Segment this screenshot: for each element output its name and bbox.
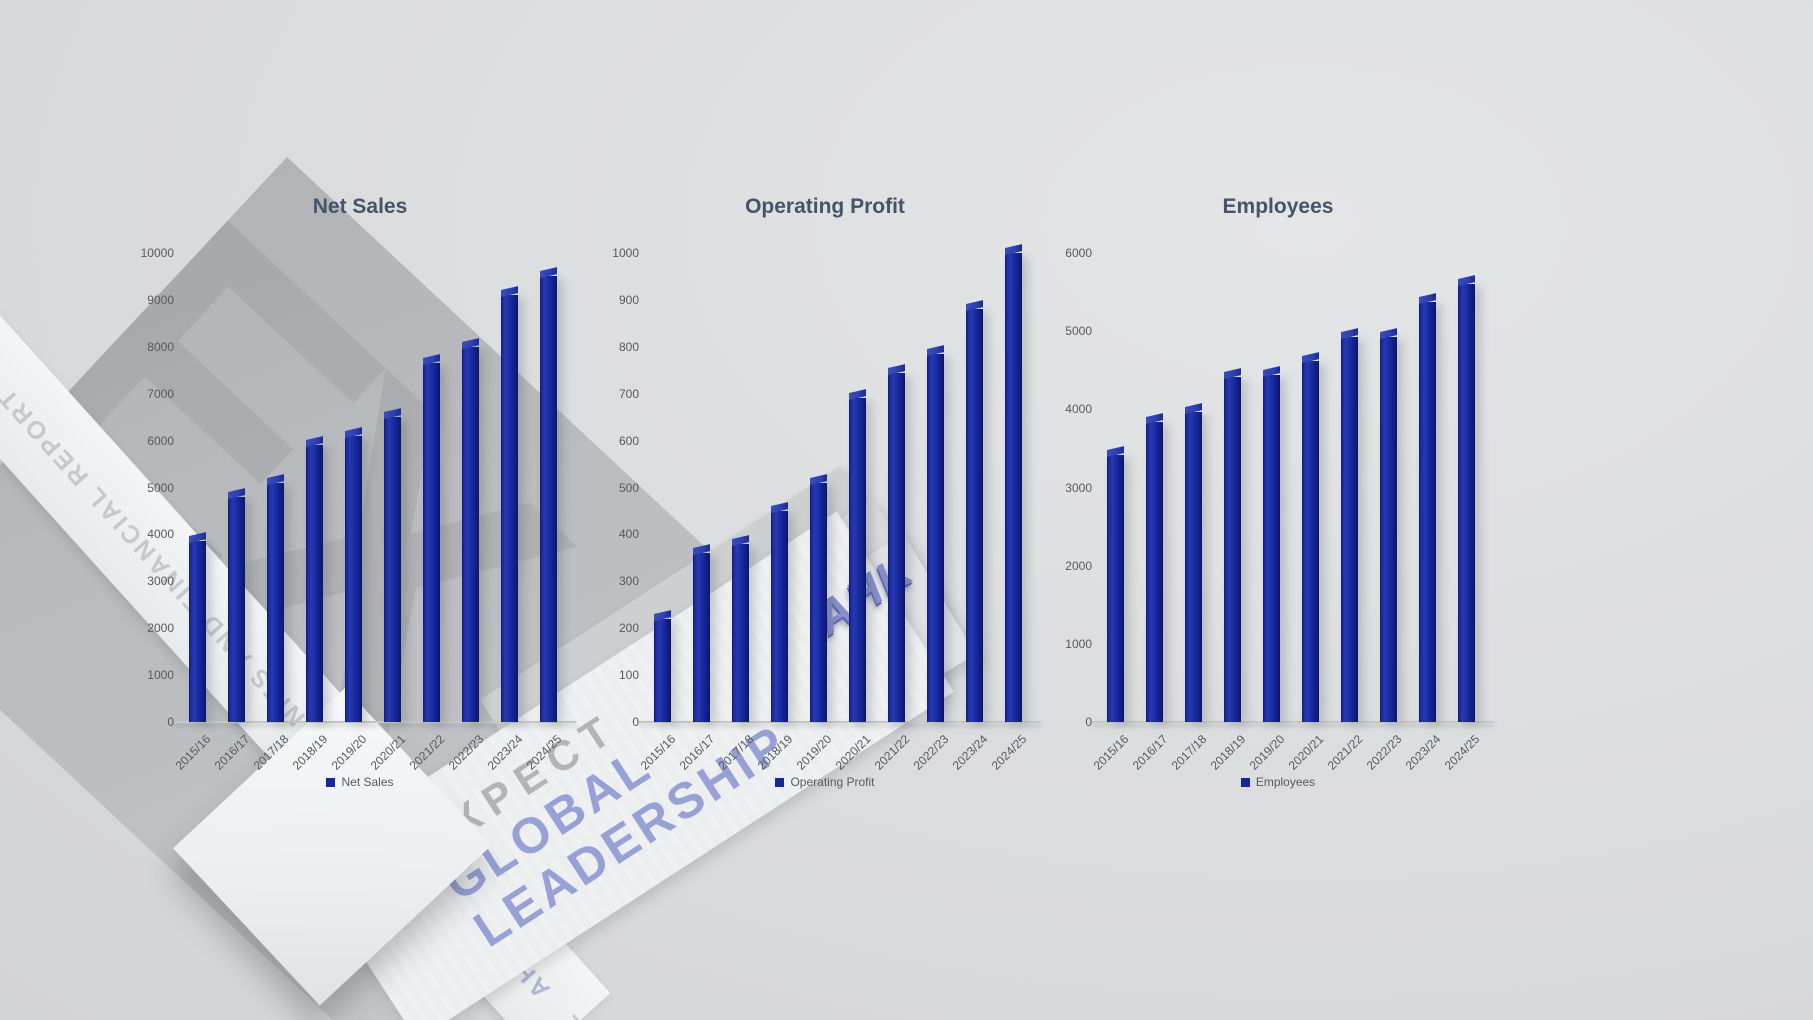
bar (693, 553, 710, 722)
bar (228, 496, 245, 722)
y-axis-tick-label: 300 (618, 574, 639, 589)
bar (1185, 412, 1202, 722)
chart-legend: Net Sales (130, 775, 590, 789)
bar (501, 295, 518, 722)
y-axis-tick-label: 2000 (147, 621, 174, 636)
y-axis-tick-label: 0 (167, 715, 174, 729)
y-axis-tick-label: 600 (618, 433, 639, 448)
chart-title: Employees (1222, 195, 1334, 218)
bar (189, 541, 206, 722)
y-axis-tick-label: 6000 (1065, 246, 1092, 260)
y-axis-tick-label: 1000 (612, 246, 639, 260)
chart-employees: Employees 0 1000 2000 3000 4000 5000 6000 2015/… (1048, 195, 1508, 820)
bar (423, 363, 440, 722)
y-axis-tick-label: 200 (618, 621, 639, 636)
bar (267, 482, 284, 722)
bar (966, 309, 983, 722)
bar (1263, 374, 1280, 722)
chart-legend: Employees (1048, 775, 1508, 789)
bar (1380, 337, 1397, 722)
chart-title: Net Sales (312, 195, 408, 218)
y-axis-tick-label: 2000 (1065, 558, 1092, 573)
bar (462, 346, 479, 722)
legend-label: Employees (1255, 775, 1316, 789)
bar (1224, 376, 1241, 722)
chart-plot: 0 1000 2000 3000 4000 5000 6000 2015/16 2016/17 2… (1048, 195, 1508, 820)
y-axis-tick-label: 9000 (147, 292, 174, 307)
bar (1005, 253, 1022, 722)
y-axis-tick-label: 4000 (147, 527, 174, 542)
y-axis-tick-label: 1000 (1065, 636, 1092, 651)
spine-text-prefix: THE (555, 1007, 615, 1020)
y-axis-tick-label: 700 (618, 386, 639, 401)
y-axis-tick-label: 4000 (1065, 402, 1092, 417)
y-axis-tick-label: 0 (632, 715, 639, 729)
legend-swatch (326, 777, 336, 787)
bar (345, 435, 362, 722)
x-axis-line (1092, 721, 1494, 723)
bar (1419, 302, 1436, 722)
y-axis-tick-label: 10000 (140, 246, 174, 260)
bar (654, 618, 671, 722)
legend-swatch (1240, 777, 1250, 787)
y-axis-tick-label: 500 (618, 480, 639, 495)
x-axis-line (174, 721, 576, 723)
chart-legend: Operating Profit (595, 775, 1055, 789)
x-axis-line (639, 721, 1041, 723)
y-axis-tick-label: 900 (618, 292, 639, 307)
bar (1341, 336, 1358, 722)
bar (384, 417, 401, 722)
y-axis-tick-label: 6000 (147, 433, 174, 448)
chart-title: Operating Profit (745, 195, 905, 218)
bar (771, 510, 788, 722)
bar (927, 353, 944, 722)
bar (1107, 454, 1124, 722)
chart-net-sales: Net Sales 0 1000 2000 3000 4000 5000 6000 7000 8… (130, 195, 590, 820)
y-axis-tick-label: 3000 (1065, 480, 1092, 495)
legend-label: Net Sales (341, 775, 394, 789)
chart-operating-profit: Operating Profit 0 100 200 300 400 500 600 700 8… (595, 195, 1055, 820)
chart-plot: 0 100 200 300 400 500 600 700 800 900 1000 2015/16 2… (595, 195, 1055, 820)
bar (732, 543, 749, 722)
y-axis-tick-label: 1000 (147, 668, 174, 683)
y-axis-tick-label: 7000 (147, 386, 174, 401)
legend-label: Operating Profit (790, 775, 875, 789)
bar (810, 482, 827, 722)
y-axis-tick-label: 8000 (147, 339, 174, 354)
y-axis-tick-label: 3000 (147, 574, 174, 589)
chart-plot: 0 1000 2000 3000 4000 5000 6000 7000 8000 9000 100… (130, 195, 590, 820)
bar (1458, 284, 1475, 722)
bar (888, 372, 905, 722)
y-axis-tick-label: 5000 (1065, 324, 1092, 339)
bar (1302, 360, 1319, 722)
bar (849, 398, 866, 722)
legend-swatch (775, 777, 785, 787)
y-axis-tick-label: 100 (618, 668, 639, 683)
bar (306, 445, 323, 722)
y-axis-tick-label: 0 (1085, 715, 1092, 729)
y-axis-tick-label: 400 (618, 527, 639, 542)
bar (540, 276, 557, 722)
bar (1146, 421, 1163, 722)
y-axis-tick-label: 5000 (147, 480, 174, 495)
y-axis-tick-label: 800 (618, 339, 639, 354)
